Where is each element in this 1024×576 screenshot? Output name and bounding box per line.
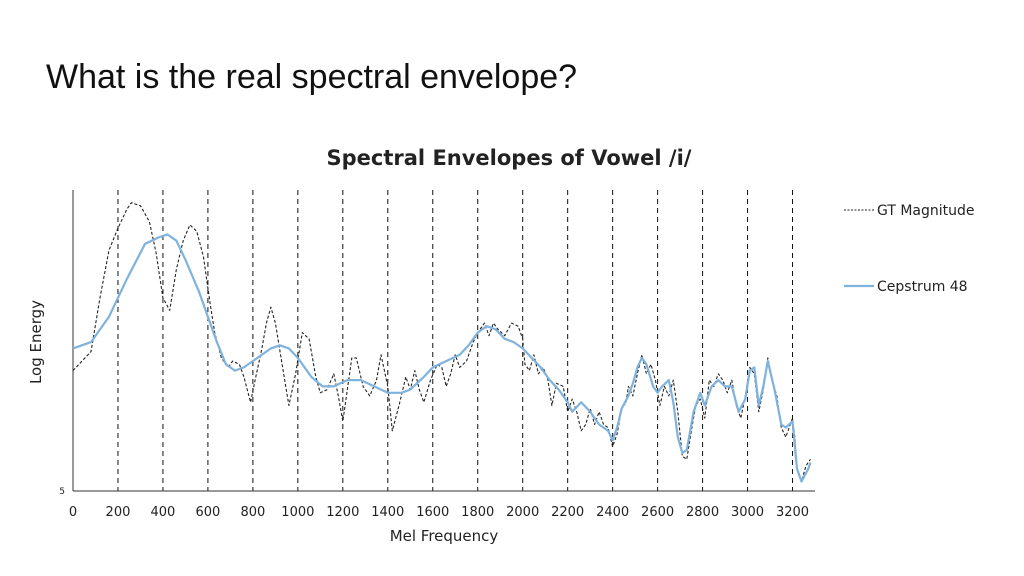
series-lines (72, 202, 812, 483)
legend-label-1: Cepstrum 48 (877, 279, 968, 295)
x-axis-label: Mel Frequency (390, 527, 499, 545)
x-tick-label-2400: 2400 (596, 505, 629, 520)
x-tick-label-2600: 2600 (641, 505, 674, 520)
series-line-gt-magnitude (72, 202, 811, 483)
x-tick-label-800: 800 (240, 505, 265, 520)
x-tick-label-200: 200 (106, 505, 131, 520)
vertical-gridlines (117, 190, 794, 491)
y-tick-labels: 5 (59, 487, 65, 497)
y-tick-label-5: 5 (59, 487, 65, 497)
x-tick-label-1400: 1400 (371, 505, 404, 520)
x-tick-label-600: 600 (195, 505, 220, 520)
x-tick-label-1200: 1200 (326, 505, 359, 520)
x-tick-label-400: 400 (151, 505, 176, 520)
x-tick-label-2200: 2200 (551, 505, 584, 520)
x-tick-label-2000: 2000 (506, 505, 539, 520)
slide-title: What is the real spectral envelope? (46, 58, 578, 96)
chart-title: Spectral Envelopes of Vowel /i/ (327, 146, 692, 170)
x-tick-label-3200: 3200 (776, 505, 809, 520)
x-tick-label-2800: 2800 (686, 505, 719, 520)
series-line-cepstrum-48 (72, 233, 812, 483)
x-tick-label-1800: 1800 (461, 505, 494, 520)
x-tick-label-0: 0 (69, 505, 77, 520)
x-tick-labels: 0 200 400 600 800 1000 1200 1400 1600 1800 2000 220… (69, 505, 809, 520)
y-axis-label: Log Energy (27, 300, 45, 384)
x-tick-label-1000: 1000 (281, 505, 314, 520)
x-tick-label-1600: 1600 (416, 505, 449, 520)
x-tick-label-3000: 3000 (731, 505, 764, 520)
legend-label-0: GT Magnitude (877, 203, 975, 219)
legend: GT Magnitude Cepstrum 48 (844, 203, 975, 295)
